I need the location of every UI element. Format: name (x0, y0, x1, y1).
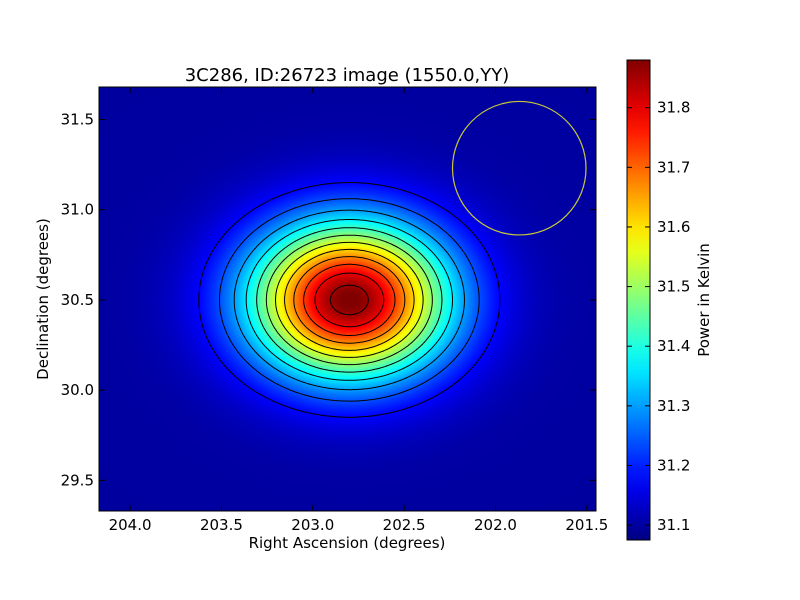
colorbar-gradient (627, 60, 650, 540)
contour-line-4 (245, 219, 453, 381)
colorbar-tick-label: 31.1 (657, 516, 690, 534)
colorbar-tick-label: 31.2 (657, 456, 690, 474)
contour-line-2 (219, 198, 480, 402)
chart-title: 3C286, ID:26723 image (1550.0,YY) (185, 65, 510, 86)
x-tick-label: 202.5 (383, 516, 426, 534)
x-tick-label: 204.0 (109, 516, 152, 534)
y-tick-label: 30.0 (61, 381, 94, 399)
plot-area (99, 87, 596, 511)
x-axis-label: Right Ascension (degrees) (249, 534, 446, 552)
y-axis: 29.5 30.0 30.5 31.0 31.5 (61, 110, 596, 489)
colorbar-label: Power in Kelvin (695, 243, 713, 357)
x-tick-label: 203.0 (291, 516, 334, 534)
contour-line-12 (329, 284, 369, 316)
contour-line-7 (275, 241, 424, 358)
contour-line-10 (303, 263, 396, 336)
y-tick-label: 31.5 (61, 110, 94, 128)
beam-circle (451, 100, 587, 236)
y-tick-label: 29.5 (61, 471, 94, 489)
colorbar-frame (626, 59, 651, 541)
contour-line-5 (256, 227, 443, 373)
contour-line-8 (284, 248, 415, 351)
contour-line-11 (314, 272, 385, 328)
y-tick-label: 31.0 (61, 201, 94, 219)
x-tick-label: 203.5 (200, 516, 243, 534)
colorbar-tick-label: 31.5 (657, 278, 690, 296)
colorbar: 31.1 31.2 31.3 31.4 31.5 31.6 31.7 31.8 Power i… (626, 59, 713, 541)
contour-line-1 (198, 182, 501, 418)
plot-frame (98, 86, 597, 512)
colorbar-tick-label: 31.3 (657, 397, 690, 415)
colorbar-tick-label: 31.4 (657, 337, 690, 355)
heatmap-image (99, 87, 596, 511)
contour-line-9 (293, 256, 406, 344)
x-tick-label: 202.0 (474, 516, 517, 534)
x-axis: 204.0 203.5 203.0 202.5 202.0 201.5 (109, 87, 608, 534)
y-tick-label: 30.5 (61, 291, 94, 309)
colorbar-axis: 31.1 31.2 31.3 31.4 31.5 31.6 31.7 31.8 (627, 99, 690, 534)
contour-lines (198, 182, 501, 418)
y-axis-label: Declination (degrees) (34, 218, 52, 380)
contour-line-3 (233, 209, 465, 391)
contour-line-6 (265, 234, 433, 366)
colorbar-tick-label: 31.7 (657, 158, 690, 176)
x-tick-label: 201.5 (565, 516, 608, 534)
colorbar-tick-label: 31.8 (657, 99, 690, 117)
colorbar-tick-label: 31.6 (657, 218, 690, 236)
